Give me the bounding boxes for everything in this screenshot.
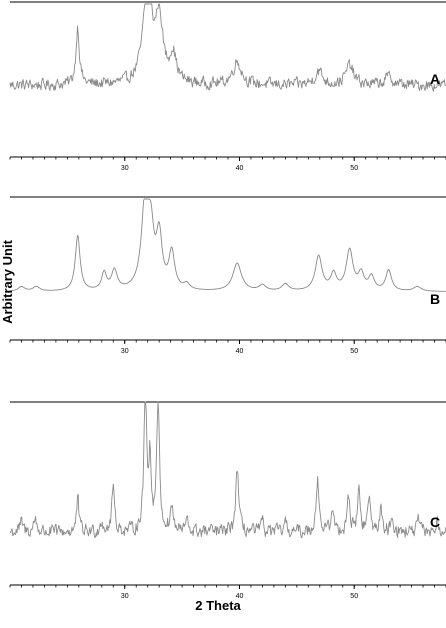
x-axis-title: 2 Theta: [195, 598, 241, 613]
panel-label-B: B: [430, 291, 440, 307]
x-tick-label: 40: [236, 348, 244, 355]
panel-B: 30 40 50 B: [9, 196, 446, 355]
panel-label-C: C: [430, 514, 440, 530]
panel-C: 30 40 50 C: [9, 401, 446, 600]
y-axis-title: Arbitrary Unit: [0, 239, 15, 323]
x-tick-label: 50: [350, 593, 358, 600]
panel-label-A: A: [430, 71, 440, 87]
x-tick-label: 40: [236, 165, 244, 172]
series-line-A: [9, 3, 446, 92]
x-tick-label: 50: [350, 165, 358, 172]
panels-group: 30 40 50 A 30 40 50 B 30 40 50 C: [9, 1, 446, 600]
x-tick-label: 30: [121, 348, 129, 355]
x-tick-label: 40: [236, 593, 244, 600]
series-line-C: [9, 401, 446, 539]
x-tick-label: 30: [121, 165, 129, 172]
x-tick-label: 30: [121, 593, 129, 600]
panel-A: 30 40 50 A: [9, 1, 446, 172]
series-line-B: [10, 198, 446, 292]
x-tick-label: 50: [350, 348, 358, 355]
